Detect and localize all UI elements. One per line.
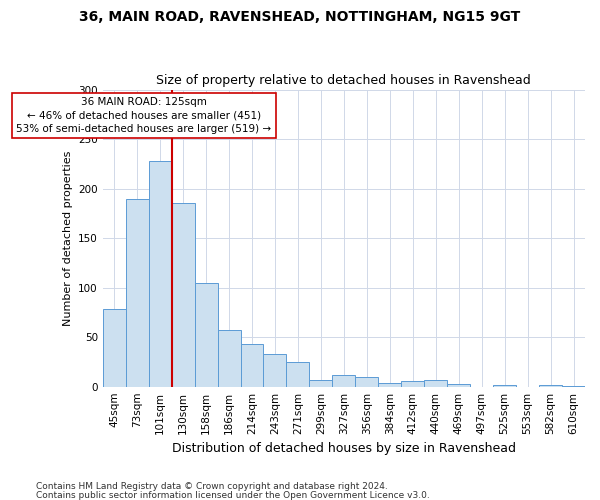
Bar (103, 310, 125, 386)
Bar (310, 380, 332, 386)
Bar (401, 380, 424, 386)
X-axis label: Distribution of detached houses by size in Ravenshead: Distribution of detached houses by size … (172, 442, 516, 455)
Text: 36, MAIN ROAD, RAVENSHEAD, NOTTINGHAM, NG15 9GT: 36, MAIN ROAD, RAVENSHEAD, NOTTINGHAM, N… (79, 10, 521, 24)
Title: Size of property relative to detached houses in Ravenshead: Size of property relative to detached ho… (157, 74, 531, 87)
Bar (172, 204, 194, 386)
Bar (194, 282, 218, 387)
Bar (263, 354, 286, 386)
Bar (241, 344, 263, 387)
Text: Contains HM Land Registry data © Crown copyright and database right 2024.: Contains HM Land Registry data © Crown c… (36, 482, 388, 491)
Text: 36 MAIN ROAD: 125sqm
← 46% of detached houses are smaller (451)
53% of semi-deta: 36 MAIN ROAD: 125sqm ← 46% of detached h… (16, 98, 272, 134)
Bar (539, 384, 562, 386)
Text: Contains public sector information licensed under the Open Government Licence v3: Contains public sector information licen… (36, 490, 430, 500)
Bar (424, 380, 447, 386)
Y-axis label: Number of detached properties: Number of detached properties (62, 150, 73, 326)
Bar (447, 384, 470, 386)
Bar (332, 375, 355, 386)
Bar (286, 362, 310, 386)
Bar (355, 377, 379, 386)
Bar (379, 382, 401, 386)
Bar (125, 198, 149, 386)
Bar (493, 384, 516, 386)
Bar (218, 330, 241, 386)
Bar (149, 161, 172, 386)
